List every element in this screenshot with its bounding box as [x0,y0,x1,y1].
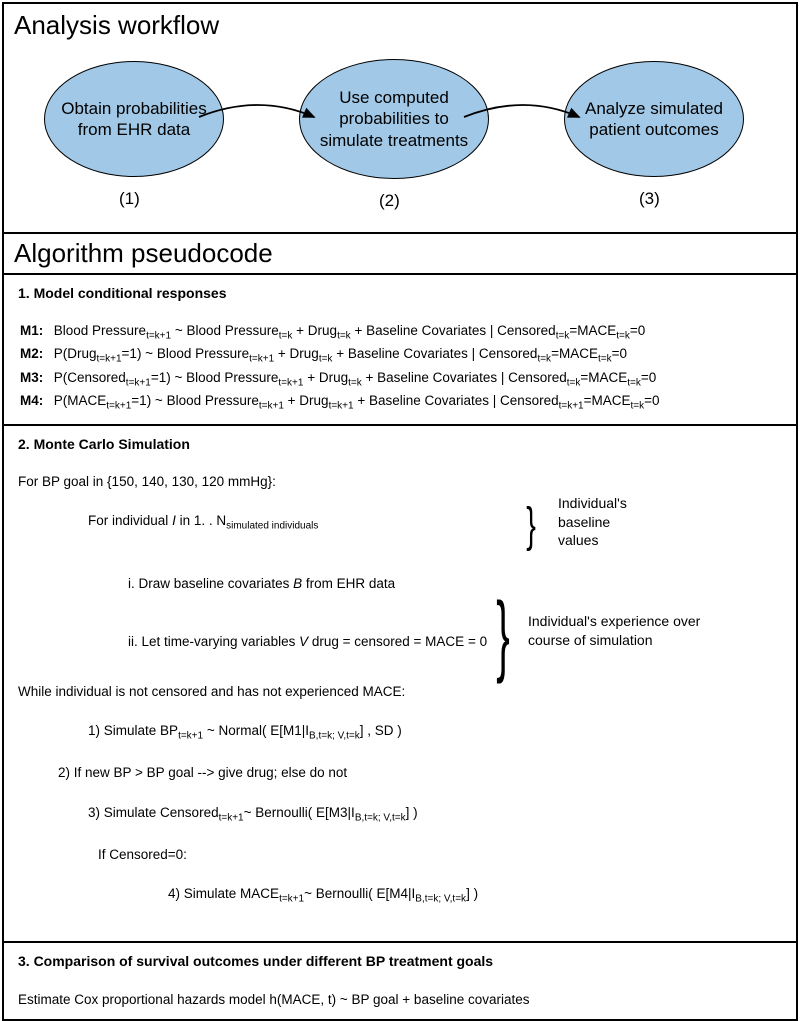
mc-s2: 2) If new BP > BP goal --> give drug; el… [18,763,782,783]
brace-2-label: Individual's experience over course of s… [528,612,700,648]
brace-2: } [496,590,510,680]
model-3: M3: P(Censoredt=k+1=1) ~ Blood Pressuret… [20,368,782,391]
model-2: M2: P(Drugt=k+1=1) ~ Blood Pressuret=k+1… [20,344,782,367]
figure-container: Analysis workflow Obtain probabilities f… [2,2,798,1021]
brace-1-label: Individual's baseline values [558,494,627,549]
mc-s1: 1) Simulate BPt=k+1 ~ Normal( E[M1|IB,t=… [18,701,782,763]
workflow-arrows [4,45,800,275]
section-3-body: Estimate Cox proportional hazards model … [18,990,782,1010]
workflow-panel: Analysis workflow Obtain probabilities f… [4,4,796,234]
mc-while: While individual is not censored and has… [18,682,782,702]
mc-s4: 4) Simulate MACEt=k+1~ Bernoulli( E[M4|I… [18,865,782,927]
mc-l1: For BP goal in {150, 140, 130, 120 mmHg}… [18,472,782,492]
workflow-title: Analysis workflow [4,4,796,45]
section-2-heading: 2. Monte Carlo Simulation [18,434,782,454]
mc-s3if: If Censored=0: [18,845,782,865]
mc-l2: For individual I in 1. . Nsimulated indi… [18,492,782,554]
section-1-heading: 1. Model conditional responses [18,283,782,303]
section-1: 1. Model conditional responses M1: Blood… [4,273,796,424]
section-3: 3. Comparison of survival outcomes under… [4,941,796,1019]
brace-1: } [526,502,536,550]
mc-s3: 3) Simulate Censoredt=k+1~ Bernoulli( E[… [18,783,782,845]
mc-l3: i. Draw baseline covariates B from EHR d… [18,554,782,613]
section-2: 2. Monte Carlo Simulation For BP goal in… [4,424,796,941]
section-3-heading: 3. Comparison of survival outcomes under… [18,951,782,971]
model-4: M4: P(MACEt=k+1=1) ~ Blood Pressuret=k+1… [20,391,782,414]
model-1: M1: Blood Pressuret=k+1 ~ Blood Pressure… [20,321,782,344]
